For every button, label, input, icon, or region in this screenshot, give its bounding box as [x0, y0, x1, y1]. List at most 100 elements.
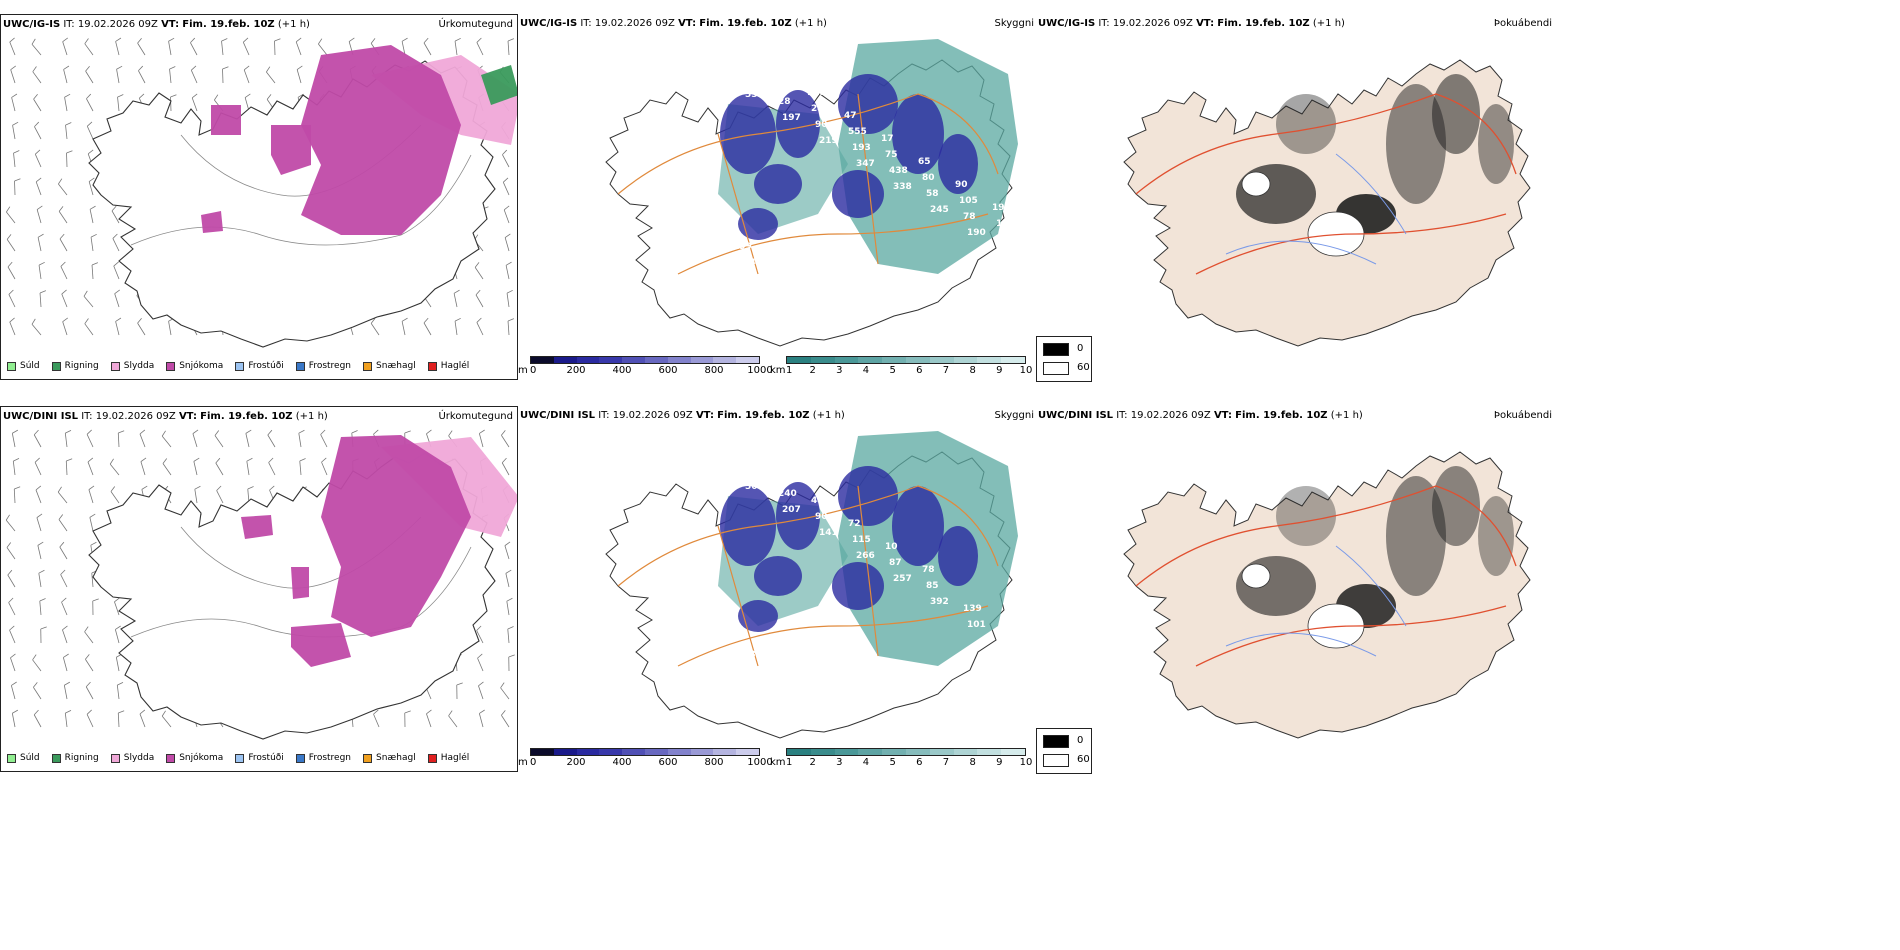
cloud-panel-top: 323 535 197 219 347 338 245 190 106 150 28 90 193 438…	[518, 14, 1038, 380]
cloud-base-cluster	[892, 94, 944, 174]
it-value: 19.02.2026 09Z	[1112, 18, 1193, 29]
cloud-base-value: 183	[737, 650, 756, 660]
wind-barb	[40, 626, 47, 644]
fog-map	[1123, 451, 1531, 739]
wind-barb	[91, 262, 99, 280]
wind-barb	[243, 65, 250, 84]
colorbar-tick: 3	[836, 757, 843, 768]
legend-swatch	[427, 361, 437, 371]
wind-barb	[10, 681, 17, 700]
cloud-base-cluster	[832, 170, 884, 218]
legend-item-frostúði: Frostúði	[235, 753, 284, 763]
wind-barb	[454, 37, 461, 56]
vis-ticks: 1 2 3 4 5 6 7 8 9 10	[786, 365, 1032, 377]
legend-item-snæhagl: Snæhagl	[363, 361, 416, 371]
legend-swatch	[235, 753, 245, 763]
precip-legend: Súld Rigning Slydda Snjókoma Frostúði Frostre…	[7, 753, 481, 763]
colorbar-segment	[622, 357, 645, 363]
colorbar-tick: 6	[916, 757, 923, 768]
legend-item-frostregn: Frostregn	[295, 753, 351, 763]
cloud-base-value: 10	[885, 542, 898, 552]
cloud-base-value: 75	[885, 150, 898, 160]
wind-barb	[505, 261, 512, 280]
legend-label: Slydda	[123, 361, 155, 371]
colorbar-segment	[953, 749, 978, 755]
cloud-base-value: 145	[774, 473, 793, 483]
colorbar-segment	[667, 357, 691, 363]
wind-barb	[318, 38, 328, 56]
wind-barb	[114, 625, 121, 644]
wind-barb	[65, 458, 73, 476]
cloud-base-value: 150	[741, 74, 760, 84]
colorbar-segment	[929, 357, 954, 363]
wind-barb	[404, 710, 411, 728]
height-bar	[530, 356, 760, 364]
cloud-base-value: 85	[926, 581, 939, 591]
wind-barb	[90, 233, 97, 252]
model-name: UWC/DINI ISL	[520, 410, 596, 421]
colorbar-tick: 9	[996, 757, 1003, 768]
it-value: 19.02.2026 09Z	[594, 18, 675, 29]
legend-label: Súld	[20, 361, 40, 371]
cloud-base-value: 28	[778, 97, 791, 107]
colorbar-tick: 10	[1019, 365, 1033, 376]
wind-barb	[298, 429, 305, 448]
cloud-base-value: 144	[737, 258, 756, 268]
precip-area	[291, 567, 309, 599]
precip-area	[481, 65, 517, 105]
wind-barb	[33, 709, 42, 728]
wind-barb	[11, 93, 18, 112]
wind-barb	[61, 289, 68, 308]
cloud-base-value: 80	[922, 173, 935, 183]
fog-index-area	[1478, 496, 1514, 576]
wind-barb	[37, 541, 44, 560]
panel-title: Úrkomutegund	[438, 19, 513, 30]
legend-item-frostúði: Frostúði	[235, 361, 284, 371]
cloud-base-value: 193	[852, 143, 871, 153]
legend-item-slydda: Slydda	[110, 361, 155, 371]
height-unit: m	[518, 365, 528, 376]
wind-barb	[453, 289, 460, 308]
wind-barb	[478, 709, 485, 728]
wind-barb	[36, 205, 43, 224]
colorbar-segment	[905, 357, 930, 363]
height-unit: m	[518, 757, 528, 768]
wind-barb	[139, 709, 146, 728]
wind-barb	[221, 38, 228, 56]
wind-barb	[84, 38, 94, 56]
glacier	[1241, 171, 1271, 197]
wind-barb	[59, 541, 68, 560]
wind-barb	[31, 38, 42, 56]
vt-value: Fim. 19.feb. 10Z	[200, 411, 293, 422]
legend-swatch	[166, 361, 176, 371]
wind-barb	[500, 682, 510, 700]
wind-barb	[502, 149, 510, 168]
legend-item-haglél: Haglél	[427, 361, 469, 371]
colorbar-tick: 5	[889, 365, 896, 376]
colorbar-segment	[1001, 749, 1025, 755]
wind-barb	[295, 37, 302, 56]
vt-value: Fim. 19.feb. 10Z	[1235, 410, 1328, 421]
cloud-base-cluster	[838, 74, 898, 134]
wind-barb	[33, 429, 42, 448]
legend-swatch	[427, 753, 437, 763]
colorbar-tick: 8	[969, 365, 976, 376]
vt-label: VT:	[678, 18, 697, 29]
cloud-base-value: 101	[967, 620, 986, 630]
wind-barb	[161, 710, 172, 728]
cloud-base-value: 323	[708, 67, 727, 77]
vt-value: Fim. 19.feb. 10Z	[717, 410, 810, 421]
wind-barb	[423, 37, 432, 56]
colorbar-segment	[599, 357, 623, 363]
fog-swatch-0	[1043, 735, 1069, 748]
wind-barb	[35, 177, 42, 196]
wind-barb	[66, 150, 73, 168]
cloud-base-value: 443	[811, 496, 830, 506]
cloud-base-value: 535	[745, 90, 764, 100]
it-label: IT:	[1116, 410, 1128, 421]
wind-barb	[503, 205, 510, 224]
forecast-offset: (+1 h)	[295, 411, 328, 422]
wind-barb	[507, 626, 514, 644]
wind-barb	[115, 37, 122, 56]
cloud-base-cluster	[776, 482, 820, 550]
